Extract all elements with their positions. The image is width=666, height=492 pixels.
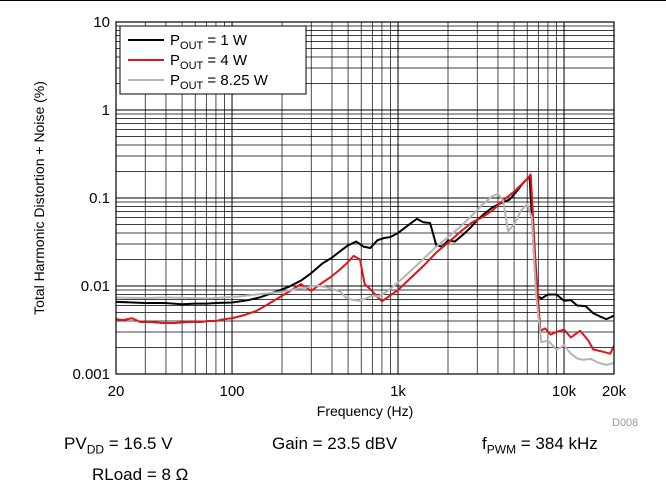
gain-condition: Gain = 23.5 dBV <box>272 434 398 453</box>
x-tick-label: 20k <box>602 383 627 400</box>
plot-frame <box>115 21 615 375</box>
series-line-1 <box>116 175 614 321</box>
fpwm-condition: fPWM = 384 kHz <box>482 434 598 457</box>
y-axis-label: Total Harmonic Distortion + Noise (%) <box>31 81 47 315</box>
legend-label-1: POUT = 1 W <box>170 32 248 52</box>
top-rule <box>0 0 666 1</box>
y-tick-label: 0.1 <box>89 190 110 207</box>
x-tick-label: 1k <box>390 383 406 400</box>
figure-id: D008 <box>612 417 639 429</box>
x-tick-label: 20 <box>108 383 125 400</box>
series-line-3 <box>116 192 614 366</box>
grid <box>116 22 614 374</box>
y-tick-label: 1 <box>102 102 110 119</box>
rload-condition: RLoad = 8 Ω <box>92 465 189 484</box>
legend-label-3: POUT = 8.25 W <box>170 72 269 92</box>
x-axis-label: Frequency (Hz) <box>317 403 413 419</box>
y-tick-label: 0.001 <box>72 366 110 383</box>
y-tick-label: 0.01 <box>81 278 110 295</box>
legend-label-2: POUT = 4 W <box>170 52 248 72</box>
x-tick-label: 10k <box>552 383 577 400</box>
x-tick-label: 100 <box>220 383 245 400</box>
y-tick-label: 10 <box>93 14 110 31</box>
pvdd-condition: PVDD = 16.5 V <box>64 434 173 457</box>
series-line-2 <box>116 173 614 355</box>
